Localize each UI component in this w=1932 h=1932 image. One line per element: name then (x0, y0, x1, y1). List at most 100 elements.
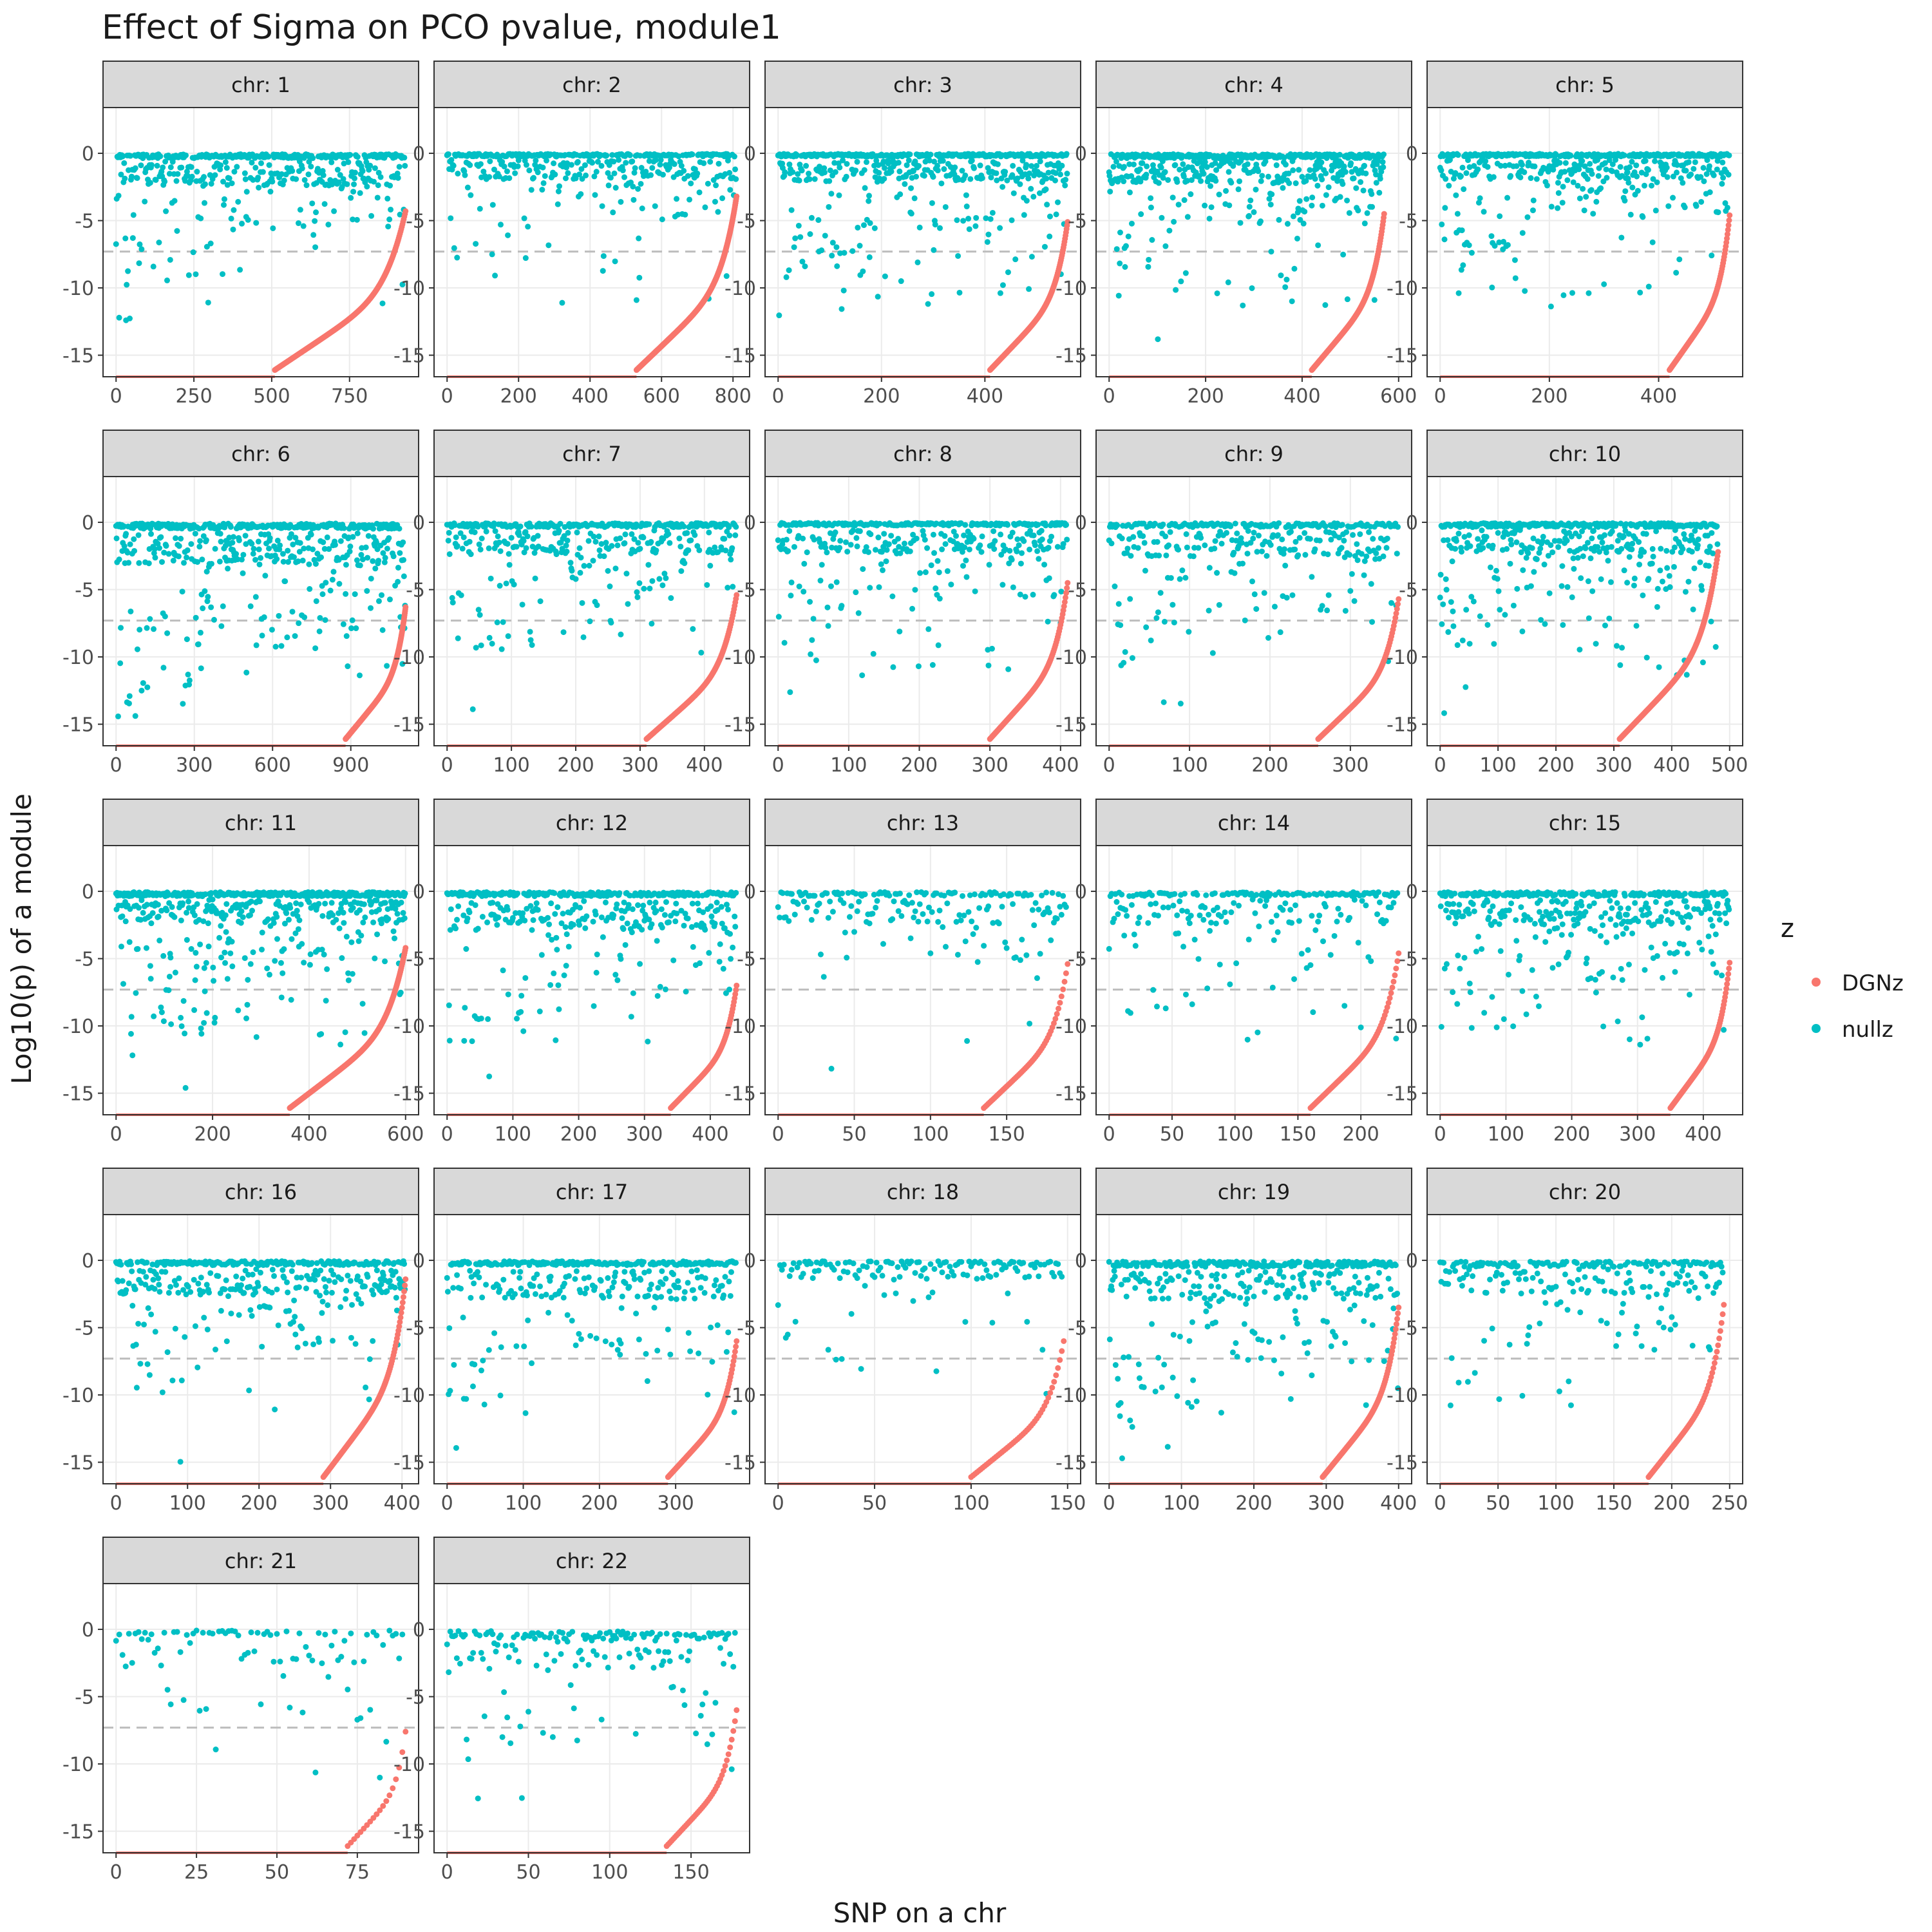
nullz-point (727, 187, 734, 193)
nullz-point (265, 153, 272, 160)
nullz-point (300, 223, 307, 229)
nullz-point (167, 164, 174, 171)
nullz-point (178, 535, 184, 542)
nullz-point (492, 528, 498, 535)
nullz-point (1579, 158, 1586, 164)
nullz-point (156, 239, 162, 245)
nullz-point (960, 218, 967, 224)
nullz-point (1446, 182, 1452, 189)
nullz-point (1641, 182, 1647, 189)
nullz-point (811, 176, 818, 182)
nullz-point (1670, 194, 1676, 201)
nullz-point (146, 560, 152, 567)
nullz-point (696, 547, 703, 553)
nullz-point (486, 174, 493, 180)
nullz-point (174, 228, 180, 234)
nullz-point (220, 271, 226, 278)
y-tick-label: -15 (62, 714, 94, 737)
nullz-point (855, 224, 861, 231)
nullz-point (256, 546, 262, 553)
nullz-point (1055, 199, 1061, 205)
nullz-point (640, 535, 647, 541)
nullz-point (1044, 202, 1050, 208)
nullz-point (585, 538, 592, 544)
x-tick-label: 900 (332, 754, 369, 777)
nullz-point (1267, 202, 1274, 208)
nullz-point (712, 544, 718, 551)
nullz-point (224, 182, 231, 188)
nullz-point (1583, 194, 1589, 200)
nullz-point (134, 175, 140, 181)
y-tick-label: -5 (737, 211, 756, 233)
nullz-point (319, 591, 326, 598)
nullz-point (396, 164, 402, 170)
nullz-point (603, 153, 610, 159)
nullz-point (138, 246, 145, 252)
nullz-point (184, 168, 190, 175)
nullz-point (185, 272, 192, 278)
nullz-point (496, 173, 502, 180)
nullz-point (1283, 276, 1290, 283)
nullz-point (384, 663, 390, 669)
nullz-point (205, 299, 211, 306)
dgnz-point (734, 193, 740, 200)
nullz-point (292, 633, 298, 639)
nullz-point (796, 177, 802, 184)
nullz-point (1026, 286, 1032, 292)
nullz-point (1710, 172, 1717, 178)
nullz-point (614, 542, 621, 549)
nullz-point (1145, 263, 1151, 270)
nullz-point (267, 535, 273, 542)
nullz-point (1286, 180, 1293, 186)
dgnz-point (402, 208, 409, 214)
nullz-point (638, 180, 644, 187)
nullz-point (247, 603, 254, 609)
nullz-point (260, 169, 266, 175)
nullz-point (131, 547, 138, 554)
nullz-point (256, 184, 262, 191)
nullz-point (239, 220, 245, 227)
nullz-point (1692, 159, 1698, 166)
nullz-point (1622, 188, 1629, 194)
nullz-point (182, 178, 189, 184)
nullz-point (1063, 176, 1069, 183)
facet-panel: chr: 30-5-10-150 200 400 (724, 61, 1081, 408)
nullz-point (1601, 281, 1607, 287)
nullz-point (719, 195, 726, 202)
nullz-point (511, 582, 517, 588)
nullz-point (1468, 250, 1475, 256)
nullz-point (1251, 209, 1257, 215)
nullz-point (840, 287, 847, 294)
panel-background (103, 108, 419, 377)
y-tick-label: -10 (393, 278, 425, 300)
nullz-point (1023, 198, 1030, 204)
nullz-point (726, 524, 732, 531)
nullz-point (299, 166, 305, 172)
nullz-point (402, 162, 408, 169)
nullz-point (117, 660, 124, 667)
nullz-point (663, 575, 669, 582)
nullz-point (1455, 290, 1462, 296)
nullz-point (498, 646, 505, 652)
nullz-point (225, 565, 231, 572)
nullz-point (253, 220, 260, 226)
nullz-point (592, 192, 598, 198)
nullz-point (307, 586, 313, 592)
nullz-point (861, 167, 867, 173)
nullz-point (1348, 160, 1354, 166)
nullz-point (345, 159, 352, 166)
nullz-point (564, 548, 570, 554)
nullz-point (786, 267, 792, 274)
facet-panel: chr: 20-5-10-150 200 400 600 800 (393, 61, 752, 408)
nullz-point (1259, 173, 1265, 179)
nullz-point (1562, 160, 1569, 166)
nullz-point (1361, 162, 1368, 169)
nullz-point (379, 300, 386, 307)
nullz-point (1680, 180, 1686, 186)
nullz-point (475, 607, 482, 613)
nullz-point (228, 215, 234, 222)
nullz-point (136, 260, 142, 267)
nullz-point (454, 254, 460, 261)
y-tick-label: 0 (82, 143, 94, 166)
nullz-point (396, 526, 402, 532)
